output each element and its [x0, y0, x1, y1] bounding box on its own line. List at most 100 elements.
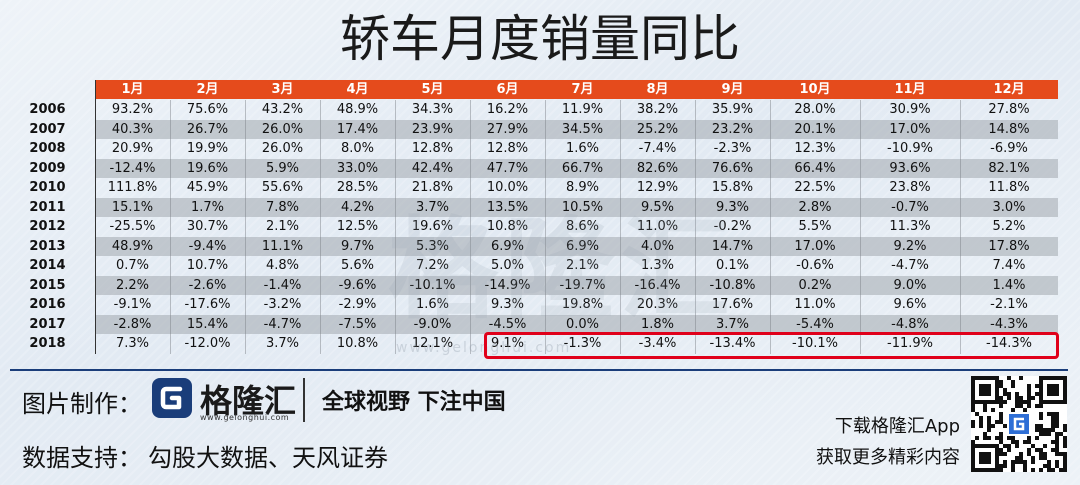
table-cell: -7.5% — [338, 316, 377, 332]
row-year-label: 2011 — [29, 199, 66, 215]
column-divider — [620, 100, 621, 354]
table-cell: 26.0% — [261, 121, 304, 137]
row-year-label: 2008 — [29, 141, 66, 156]
column-header: 11月 — [894, 82, 926, 97]
table-cell: 17.4% — [336, 121, 379, 137]
table-cell: 8.9% — [565, 180, 600, 195]
table-cell: 5.0% — [490, 258, 525, 273]
table-cell: -19.7% — [559, 277, 606, 293]
table-cell: -11.9% — [887, 336, 933, 351]
table-cell: 0.2% — [798, 277, 832, 293]
column-divider — [245, 100, 246, 354]
row-band — [95, 158, 1058, 178]
table-cell: -9.1% — [113, 297, 152, 312]
column-header: 10月 — [799, 82, 831, 97]
table-cell: 14.8% — [988, 121, 1030, 137]
table-cell: 43.2% — [261, 102, 304, 117]
table-cell: 42.4% — [411, 160, 454, 176]
column-header: 12月 — [993, 82, 1025, 97]
table-cell: 21.8% — [411, 180, 454, 195]
table-cell: 11.0% — [794, 297, 836, 312]
table-cell: -0.6% — [796, 258, 834, 273]
table-cell: 28.5% — [336, 180, 379, 195]
table-cell: 11.9% — [561, 102, 604, 117]
watermark-logo: 格隆汇 — [388, 206, 736, 334]
table-cell: 93.6% — [889, 160, 931, 176]
table-cell: 25.2% — [636, 121, 679, 137]
table-cell: 5.5% — [798, 219, 832, 234]
brand-name: 格隆汇 — [200, 382, 297, 420]
row-year-label: 2010 — [29, 180, 66, 195]
table-cell: -7.4% — [638, 141, 677, 156]
table-cell: -10.8% — [709, 277, 756, 293]
row-year-label: 2012 — [29, 219, 66, 234]
column-divider — [770, 100, 771, 354]
table-cell: 20.3% — [636, 297, 679, 312]
table-cell: 7.4% — [992, 258, 1026, 273]
table-cell: 28.0% — [794, 102, 836, 117]
table-cell: 33.0% — [336, 160, 379, 176]
table-cell: -13.4% — [709, 336, 756, 351]
table-cell: 20.1% — [794, 121, 836, 137]
column-header: 1月 — [121, 82, 144, 97]
qr-code-icon[interactable] — [971, 376, 1067, 472]
table-cell: -4.5% — [488, 316, 527, 332]
table-cell: 14.7% — [711, 238, 754, 254]
column-divider — [395, 100, 396, 354]
table-cell: 20.9% — [111, 141, 154, 156]
gelonghui-logo-icon — [152, 378, 192, 418]
row-year-label: 2009 — [29, 160, 66, 176]
column-header: 3月 — [271, 82, 294, 97]
source-label: 数据支持： — [22, 444, 142, 472]
table-cell: 10.5% — [561, 199, 604, 215]
column-divider — [170, 100, 171, 354]
table-cell: 23.9% — [411, 121, 454, 137]
table-cell: 1.8% — [640, 316, 675, 332]
chart-title: 轿车月度销量同比 — [340, 10, 740, 68]
table-cell: 55.6% — [261, 180, 304, 195]
table-cell: 45.9% — [186, 180, 229, 195]
table-cell: 15.4% — [186, 316, 229, 332]
table-cell: 16.2% — [486, 102, 529, 117]
row-band — [95, 275, 1058, 295]
footer-separator — [303, 378, 305, 422]
table-cell: 1.6% — [415, 297, 450, 312]
column-header: 2月 — [196, 82, 219, 97]
table-cell: 19.6% — [411, 219, 454, 234]
table-cell: 19.9% — [186, 141, 229, 156]
column-header: 9月 — [721, 82, 744, 97]
table-cell: 23.8% — [889, 180, 931, 195]
table-cell: 17.6% — [711, 297, 754, 312]
table-cell: 0.0% — [565, 316, 600, 332]
table-cell: 10.8% — [486, 219, 529, 234]
table-cell: 9.7% — [340, 238, 375, 254]
column-divider — [545, 100, 546, 354]
table-cell: 4.8% — [265, 258, 300, 273]
column-divider — [695, 100, 696, 354]
table-cell: 5.6% — [340, 258, 375, 273]
table-cell: 40.3% — [111, 121, 154, 137]
table-cell: 82.1% — [988, 160, 1030, 176]
table-cell: 47.7% — [486, 160, 529, 176]
download-app-text: 下载格隆汇App — [834, 416, 960, 437]
table-cell: 17.8% — [988, 238, 1030, 254]
table-cell: -2.3% — [713, 141, 752, 156]
table-cell: 8.6% — [565, 219, 600, 234]
row-year-label: 2018 — [29, 336, 66, 351]
row-year-label: 2016 — [29, 297, 66, 312]
table-cell: 17.0% — [889, 121, 931, 137]
data-source: 数据支持： 勾股大数据、天风证券 — [22, 438, 388, 473]
row-band — [95, 119, 1058, 139]
column-header: 6月 — [496, 82, 519, 97]
table-cell: 7.3% — [115, 336, 150, 351]
table-cell: 76.6% — [711, 160, 754, 176]
row-band — [95, 314, 1058, 334]
table-cell: -14.9% — [484, 277, 531, 293]
row-year-label: 2013 — [29, 238, 66, 254]
table-cell: -9.4% — [188, 238, 227, 254]
row-year-label: 2007 — [29, 121, 66, 137]
table-cell: 9.3% — [490, 297, 525, 312]
table-cell: 26.7% — [186, 121, 229, 137]
table-cell: 3.7% — [265, 336, 300, 351]
column-divider — [860, 100, 861, 354]
